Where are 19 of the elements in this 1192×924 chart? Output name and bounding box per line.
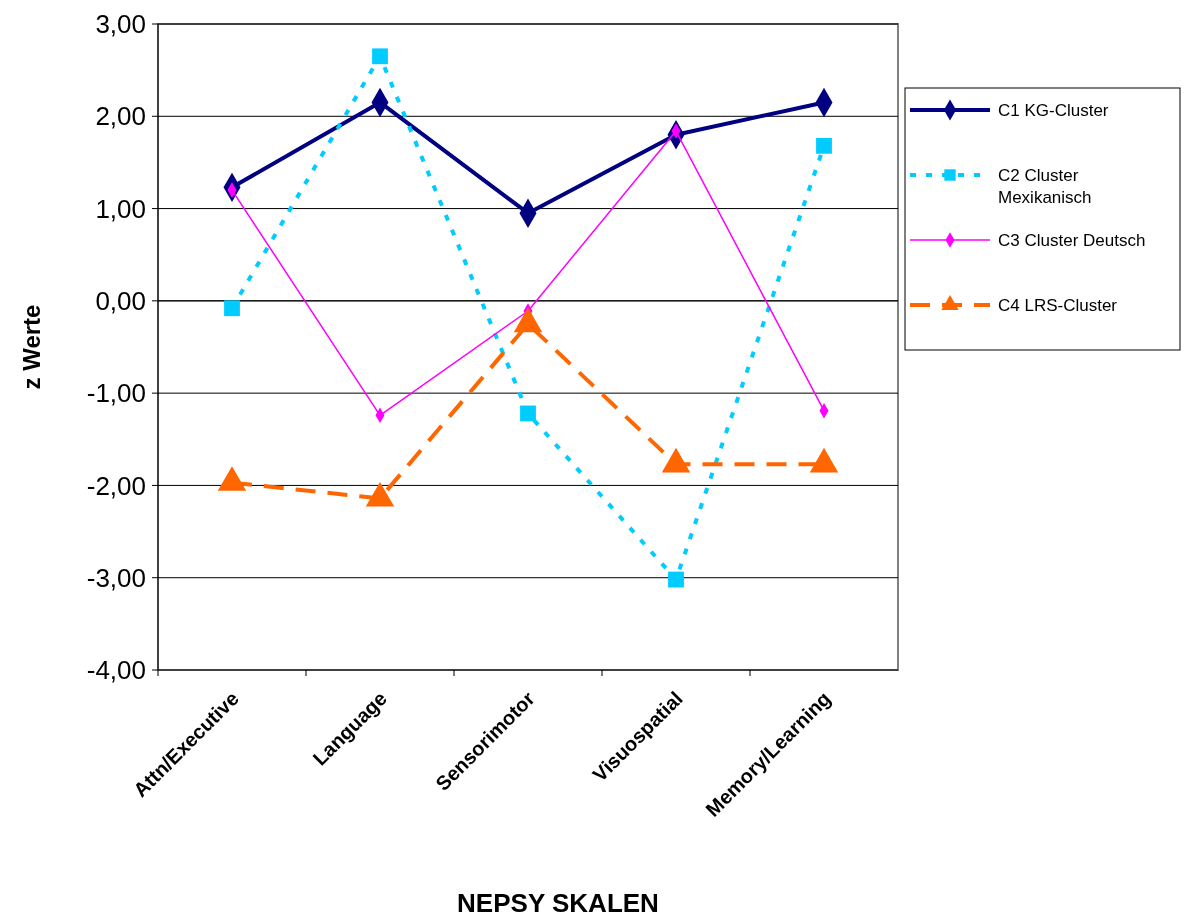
y-tick-label: 0,00: [95, 285, 146, 316]
y-tick-label: -4,00: [86, 655, 146, 686]
x-axis-title: NEPSY SKALEN: [457, 888, 659, 918]
point: [816, 137, 832, 154]
point: [520, 405, 536, 422]
y-axis-title: z Werte: [18, 304, 45, 390]
point: [224, 300, 240, 317]
point: [668, 571, 684, 588]
y-tick-label: -1,00: [86, 378, 146, 409]
legend-label: C1 KG-Cluster: [998, 100, 1109, 120]
y-tick-label: 3,00: [95, 9, 146, 40]
legend-label: C2 Cluster Mexikanisch: [998, 165, 1092, 208]
y-tick-label: -3,00: [86, 562, 146, 593]
y-tick-label: -2,00: [86, 470, 146, 501]
legend-label: C4 LRS-Cluster: [998, 295, 1118, 315]
point: [372, 48, 388, 65]
legend-label: C3 Cluster Deutsch: [998, 230, 1146, 250]
y-tick-label: 2,00: [95, 101, 146, 132]
y-tick-label: 1,00: [95, 193, 146, 224]
